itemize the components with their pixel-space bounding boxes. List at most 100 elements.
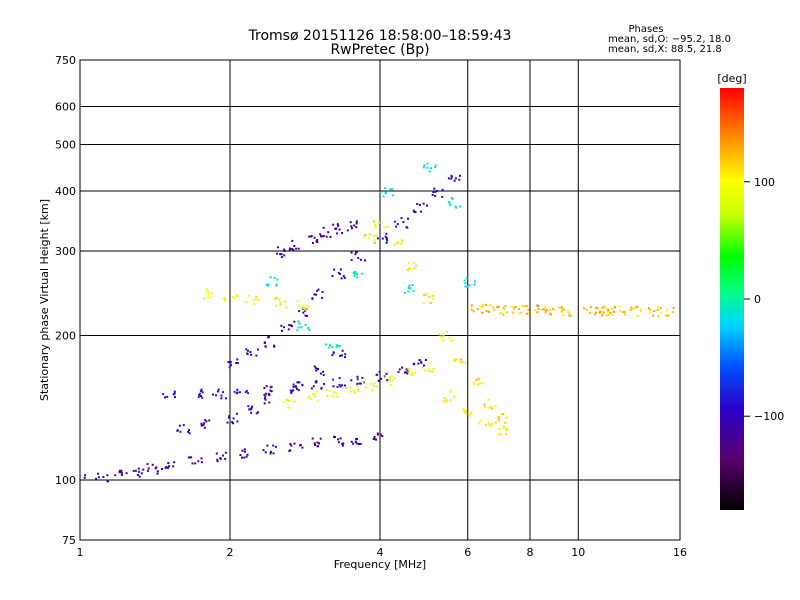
data-point bbox=[338, 345, 341, 348]
data-point bbox=[359, 258, 362, 261]
data-point bbox=[426, 204, 428, 207]
data-point bbox=[477, 383, 479, 386]
data-point bbox=[427, 369, 430, 372]
data-point bbox=[434, 195, 437, 197]
data-point bbox=[332, 351, 335, 354]
data-point bbox=[319, 235, 322, 238]
data-point bbox=[357, 257, 360, 259]
data-point bbox=[432, 297, 435, 300]
data-point bbox=[431, 193, 434, 196]
data-point bbox=[236, 388, 239, 391]
data-point bbox=[97, 472, 99, 475]
data-point bbox=[298, 305, 301, 308]
data-point bbox=[187, 456, 190, 459]
data-point bbox=[156, 470, 159, 473]
data-point bbox=[468, 284, 471, 287]
y-tick-label: 400 bbox=[55, 185, 76, 198]
y-tick-label: 75 bbox=[62, 534, 76, 547]
data-point bbox=[602, 312, 605, 315]
data-point bbox=[215, 394, 217, 397]
data-point bbox=[324, 343, 327, 346]
data-point bbox=[154, 467, 157, 470]
data-point bbox=[292, 389, 295, 392]
data-point bbox=[432, 191, 435, 193]
data-point bbox=[335, 227, 338, 230]
data-point bbox=[323, 383, 325, 385]
data-point bbox=[353, 389, 356, 392]
data-point bbox=[449, 391, 452, 393]
data-point bbox=[166, 395, 169, 398]
phase-stats-o: mean, sd,O: −95.2, 18.0 bbox=[608, 34, 731, 45]
data-point bbox=[404, 371, 406, 374]
data-point bbox=[316, 399, 319, 402]
data-point bbox=[357, 388, 360, 391]
data-point bbox=[409, 287, 412, 290]
data-point bbox=[200, 461, 203, 464]
data-point bbox=[301, 446, 304, 449]
data-point bbox=[172, 393, 175, 396]
data-point bbox=[378, 221, 381, 224]
data-point bbox=[286, 399, 289, 402]
data-point bbox=[238, 391, 241, 394]
data-point bbox=[269, 452, 272, 455]
data-point bbox=[283, 326, 285, 329]
data-point bbox=[502, 427, 505, 430]
data-point bbox=[386, 379, 389, 382]
data-point bbox=[389, 379, 391, 382]
data-point bbox=[315, 380, 318, 383]
data-point bbox=[331, 275, 334, 278]
data-point bbox=[407, 368, 410, 370]
data-point bbox=[493, 309, 496, 312]
data-point bbox=[405, 368, 408, 371]
data-point bbox=[497, 416, 500, 419]
data-point bbox=[601, 314, 604, 317]
data-point bbox=[430, 370, 433, 373]
data-point bbox=[395, 225, 398, 228]
data-point bbox=[376, 237, 379, 240]
data-point bbox=[420, 360, 422, 363]
data-point bbox=[354, 441, 357, 443]
data-point bbox=[429, 362, 432, 365]
data-point bbox=[276, 246, 279, 249]
data-point bbox=[289, 443, 292, 445]
data-point bbox=[393, 242, 396, 245]
data-point bbox=[373, 220, 376, 223]
data-point bbox=[224, 299, 227, 302]
data-point bbox=[256, 299, 259, 301]
data-point bbox=[544, 311, 547, 313]
data-point bbox=[304, 314, 307, 317]
data-point bbox=[321, 290, 324, 293]
data-points bbox=[83, 162, 675, 483]
data-point bbox=[222, 454, 224, 457]
data-point bbox=[350, 251, 353, 254]
data-point bbox=[505, 428, 508, 431]
data-point bbox=[611, 314, 614, 317]
data-point bbox=[407, 290, 410, 293]
data-point bbox=[484, 424, 487, 427]
data-point bbox=[190, 456, 193, 459]
data-point bbox=[226, 421, 229, 424]
data-point bbox=[313, 442, 316, 445]
data-point bbox=[331, 395, 334, 398]
data-point bbox=[320, 387, 323, 390]
data-point bbox=[396, 223, 399, 226]
data-point bbox=[311, 297, 314, 300]
data-point bbox=[355, 251, 357, 254]
data-point bbox=[657, 314, 660, 317]
data-point bbox=[201, 396, 204, 399]
data-point bbox=[481, 311, 484, 314]
data-point bbox=[533, 309, 536, 312]
data-point bbox=[558, 306, 561, 309]
data-point bbox=[527, 312, 530, 315]
data-point bbox=[95, 477, 98, 480]
data-point bbox=[568, 314, 571, 317]
data-point bbox=[385, 232, 388, 235]
data-point bbox=[294, 385, 297, 388]
data-point bbox=[289, 247, 291, 250]
data-point bbox=[162, 393, 165, 396]
data-point bbox=[354, 271, 357, 274]
data-point bbox=[356, 384, 359, 387]
y-axis-ticks: 75 100 200 300 400 500 600 750 bbox=[55, 54, 76, 547]
data-point bbox=[332, 223, 335, 226]
data-point bbox=[428, 295, 431, 298]
